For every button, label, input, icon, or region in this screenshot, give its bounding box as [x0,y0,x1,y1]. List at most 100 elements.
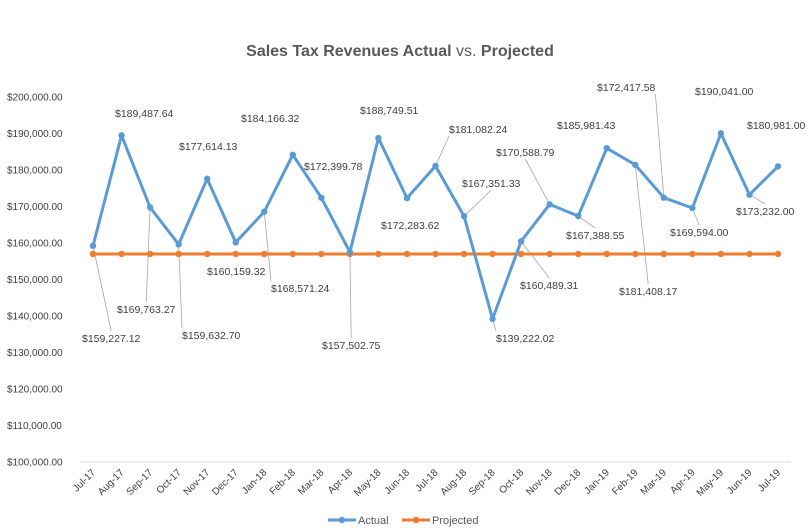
data-point-projected [632,250,639,258]
legend-marker [412,516,420,524]
data-point-actual [118,132,125,139]
data-point-projected [603,250,610,258]
data-label: $190,041.00 [695,86,754,98]
x-tick-label: Nov-17 [182,467,213,498]
y-tick-label: $100,000.00 [7,458,63,469]
data-point-projected [175,250,182,258]
x-tick-label: Feb-19 [610,467,640,497]
x-tick-label: Apr-19 [668,467,697,496]
data-label: $172,283.62 [381,220,440,232]
y-tick-label: $130,000.00 [7,348,63,359]
x-tick-label: Jan-19 [582,467,612,497]
y-tick-label: $110,000.00 [7,421,62,432]
data-point-actual [575,212,582,220]
data-label: $181,082.24 [449,124,508,136]
data-point-actual [375,134,382,142]
legend: Actual Projected [328,515,478,527]
data-point-projected [261,250,268,258]
data-point-projected [232,250,239,258]
y-tick-label: $120,000.00 [7,385,63,396]
data-label: $184,166.32 [241,113,300,125]
data-label: $170,588.79 [496,147,555,159]
data-label: $167,351.33 [462,178,521,190]
x-tick-label: Jul-19 [756,467,783,494]
data-label: $157,502.75 [322,340,381,352]
data-point-projected [118,250,125,258]
data-label: $139,222.02 [496,333,555,345]
x-tick-label: Nov-18 [524,467,555,498]
leader-line [435,135,450,167]
leader-line [349,252,352,339]
leader-line [92,245,112,332]
chart-title: Sales Tax Revenues Actual vs. Projected [246,43,554,60]
data-point-projected [489,250,496,258]
series-layer [89,130,782,323]
data-label: $159,227.12 [82,333,141,345]
data-point-actual [746,191,753,198]
legend-label: Actual [358,515,389,527]
y-tick-label: $190,000.00 [7,129,63,140]
data-point-projected [575,250,582,258]
data-label: $168,571.24 [271,283,330,295]
data-point-actual [403,194,411,202]
y-tick-label: $160,000.00 [7,239,63,250]
data-point-projected [432,250,439,258]
data-label: $172,399.78 [304,161,363,173]
x-tick-label: Apr-18 [326,467,355,496]
data-point-projected [318,250,325,258]
data-point-projected [689,250,696,258]
data-label: $189,487.64 [115,108,174,120]
data-point-projected [746,250,753,258]
data-point-actual [774,163,782,170]
leader-line [655,93,665,198]
y-axis-labels: $100,000.00 $110,000.00 $120,000.00 $130,00… [7,93,63,469]
data-label-leaders [92,93,766,339]
data-labels: $159,227.12 $189,487.64 $169,763.27 $159,63… [82,82,806,352]
x-tick-label: Mar-19 [639,467,669,497]
y-tick-label: $150,000.00 [7,275,63,286]
data-point-actual [603,144,610,152]
data-point-actual [517,238,525,245]
chart-title-part2: vs. [452,43,481,60]
data-point-actual [232,239,239,246]
chart-title-part3: Projected [481,43,554,60]
y-tick-label: $200,000.00 [7,93,63,104]
data-point-actual [203,175,211,182]
x-tick-label: Sep-18 [467,467,498,498]
x-tick-label: Mar-18 [296,467,326,497]
data-point-actual [289,151,296,158]
data-label: $181,408.17 [619,286,678,298]
data-label: $160,489.31 [520,280,579,292]
leader-line [634,164,649,285]
data-point-actual [318,194,325,201]
y-tick-label: $180,000.00 [7,166,63,177]
data-point-projected [289,250,296,258]
x-tick-label: Sep-17 [125,467,156,498]
data-label: $160,159.32 [207,266,266,278]
x-tick-label: May-18 [352,467,384,499]
data-point-actual [632,161,639,169]
x-tick-label: Feb-18 [268,467,298,497]
legend-label: Projected [432,515,478,527]
x-tick-label: Jun-19 [725,467,755,497]
data-point-actual [432,162,439,170]
data-point-actual [489,315,496,323]
data-point-projected [660,250,668,258]
data-label: $185,981.43 [557,120,616,132]
y-tick-label: $140,000.00 [7,312,63,323]
data-label: $169,763.27 [117,304,176,316]
data-label: $169,594.00 [670,227,729,239]
data-label: $173,232.00 [736,206,795,218]
data-point-actual [89,242,97,250]
data-point-actual [346,248,354,256]
x-tick-label: May-19 [695,467,727,499]
data-point-projected [203,250,211,258]
data-label: $167,388.55 [566,230,625,242]
y-tick-label: $170,000.00 [7,202,63,213]
x-tick-label: Jun-18 [383,467,413,497]
data-point-projected [403,250,411,258]
data-point-projected [89,250,97,258]
